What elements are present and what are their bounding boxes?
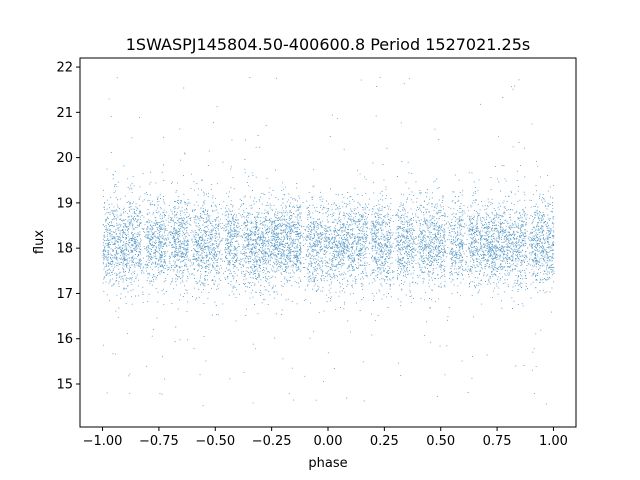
y-tick-label: 21	[56, 106, 73, 121]
x-tick-label: −1.00	[83, 434, 123, 449]
y-axis-ticks: 15 16 17 18 19 20 21 22	[56, 61, 80, 392]
x-tick-label: −0.75	[139, 434, 179, 449]
x-tick-label: 0.25	[370, 434, 399, 449]
x-tick-label: −0.50	[195, 434, 235, 449]
scatter-series	[102, 76, 555, 407]
y-tick-label: 22	[56, 61, 73, 76]
y-tick-label: 19	[56, 196, 73, 211]
data-points	[102, 76, 555, 407]
chart-title: 1SWASPJ145804.50-400600.8 Period 1527021…	[126, 35, 531, 54]
x-axis-ticks: −1.00 −0.75 −0.50 −0.25 0.00 0.25 0.50 0.75 1.00	[83, 427, 568, 449]
y-tick-label: 15	[56, 377, 73, 392]
y-tick-label: 20	[56, 151, 73, 166]
y-tick-label: 17	[56, 287, 73, 302]
x-tick-label: 0.50	[426, 434, 455, 449]
y-tick-label: 16	[56, 332, 73, 347]
x-axis-label: phase	[308, 456, 347, 471]
y-tick-label: 18	[56, 242, 73, 257]
x-tick-label: 1.00	[539, 434, 568, 449]
y-axis-label: flux	[32, 230, 47, 254]
x-tick-label: 0.00	[314, 434, 343, 449]
x-tick-label: 0.75	[483, 434, 512, 449]
x-tick-label: −0.25	[252, 434, 292, 449]
